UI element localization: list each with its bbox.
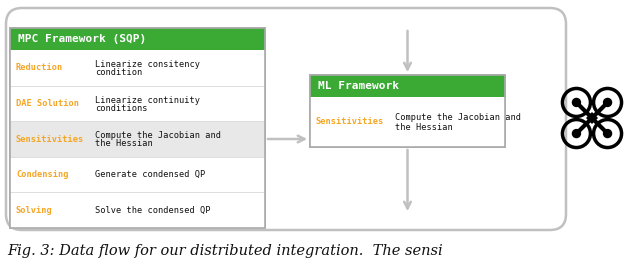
Text: Compute the Jacobian and: Compute the Jacobian and — [395, 113, 521, 122]
Text: Linearize consitency: Linearize consitency — [95, 60, 200, 69]
Text: Reduction: Reduction — [16, 63, 63, 72]
Bar — [310, 97, 505, 147]
Circle shape — [604, 98, 612, 107]
Text: Fig. 3: Data flow for our distributed integration.  The sensi: Fig. 3: Data flow for our distributed in… — [7, 244, 443, 258]
Circle shape — [604, 130, 612, 138]
Text: ML Framework: ML Framework — [318, 81, 399, 91]
Text: Solving: Solving — [16, 206, 52, 215]
Bar — [10, 192, 265, 228]
Text: Sensitivities: Sensitivities — [316, 117, 384, 126]
Text: Linearize continuity: Linearize continuity — [95, 96, 200, 105]
Bar — [10, 28, 265, 50]
Text: Condensing: Condensing — [16, 170, 68, 179]
Text: MPC Framework (SQP): MPC Framework (SQP) — [18, 34, 147, 44]
Bar — [10, 28, 265, 228]
Bar — [10, 50, 265, 86]
Text: the Hessian: the Hessian — [395, 122, 452, 131]
Circle shape — [572, 98, 580, 107]
Bar — [310, 75, 505, 147]
Bar — [310, 75, 505, 97]
Text: Generate condensed QP: Generate condensed QP — [95, 170, 205, 179]
Bar — [10, 28, 265, 228]
Bar — [10, 121, 265, 157]
Circle shape — [572, 130, 580, 138]
Text: Solve the condensed QP: Solve the condensed QP — [95, 206, 211, 215]
Text: DAE Solution: DAE Solution — [16, 99, 79, 108]
Text: the Hessian: the Hessian — [95, 139, 153, 148]
Bar — [10, 157, 265, 192]
Text: Compute the Jacobian and: Compute the Jacobian and — [95, 131, 221, 140]
Text: Sensitivities: Sensitivities — [16, 135, 84, 144]
Bar — [10, 86, 265, 121]
Bar — [310, 75, 505, 147]
Text: conditions: conditions — [95, 104, 147, 113]
Polygon shape — [586, 112, 598, 124]
Text: condition: condition — [95, 68, 142, 77]
